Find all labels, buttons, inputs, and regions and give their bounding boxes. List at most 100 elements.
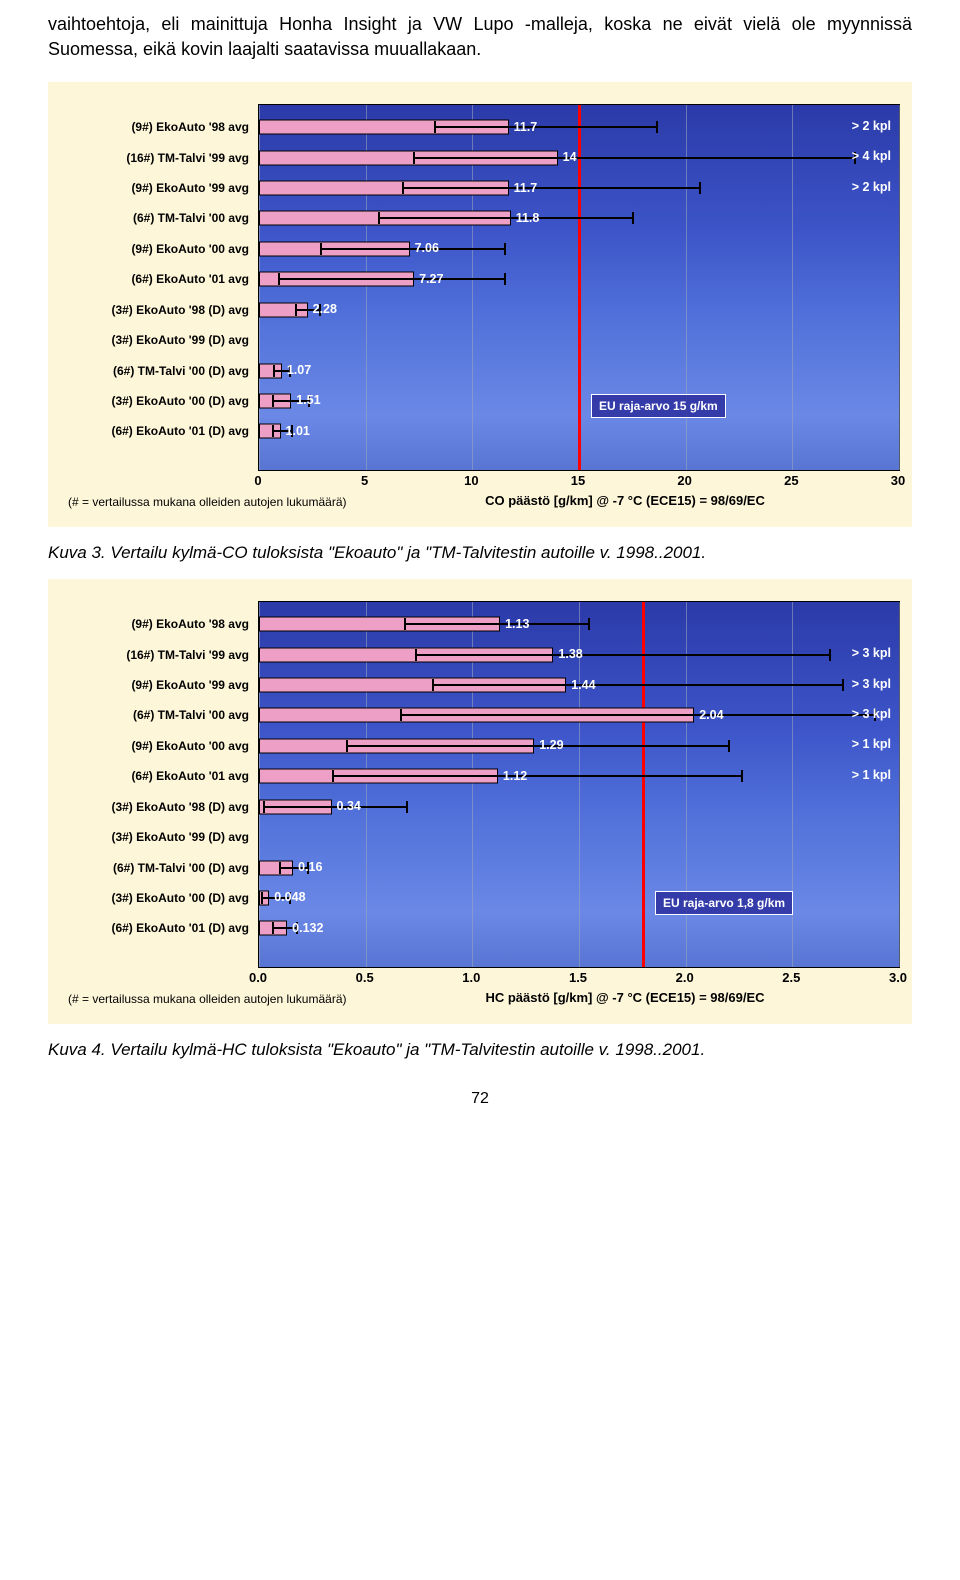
plot-area: EU raja-arvo 15 g/km (9#) EkoAuto '98 avg… <box>258 104 900 471</box>
x-tick: 15 <box>571 473 585 488</box>
row-label: (16#) TM-Talvi '99 avg <box>59 151 259 165</box>
data-row: (6#) EkoAuto '01 (D) avg0.132 <box>259 928 899 929</box>
value-label: 7.27 <box>419 272 443 286</box>
overflow-note: > 4 kpl <box>852 149 891 163</box>
gridline <box>792 105 793 470</box>
data-row: (9#) EkoAuto '00 avg1.29> 1 kpl <box>259 745 899 746</box>
value-label: 1.44 <box>571 678 595 692</box>
x-tick: 0 <box>254 473 261 488</box>
row-label: (9#) EkoAuto '98 avg <box>59 617 259 631</box>
data-row: (9#) EkoAuto '99 avg11.7> 2 kpl <box>259 188 899 189</box>
limit-label: EU raja-arvo 1,8 g/km <box>655 891 793 915</box>
row-label: (9#) EkoAuto '00 avg <box>59 739 259 753</box>
data-row: (6#) TM-Talvi '00 avg11.8 <box>259 218 899 219</box>
row-label: (3#) EkoAuto '99 (D) avg <box>59 830 259 844</box>
row-label: (3#) EkoAuto '00 (D) avg <box>59 394 259 408</box>
error-bar <box>404 623 590 625</box>
gridline <box>899 602 900 967</box>
limit-line <box>642 602 645 967</box>
value-label: 1.51 <box>296 393 320 407</box>
x-tick: 25 <box>784 473 798 488</box>
data-row: (3#) EkoAuto '99 (D) avg <box>259 837 899 838</box>
row-label: (9#) EkoAuto '99 avg <box>59 678 259 692</box>
row-label: (3#) EkoAuto '98 (D) avg <box>59 303 259 317</box>
co-chart: EU raja-arvo 15 g/km (9#) EkoAuto '98 avg… <box>48 82 912 527</box>
value-label: 2.04 <box>699 708 723 722</box>
error-bar <box>278 278 506 280</box>
x-tick: 20 <box>677 473 691 488</box>
data-row: (9#) EkoAuto '98 avg1.13 <box>259 624 899 625</box>
data-row: (6#) TM-Talvi '00 avg2.04> 3 kpl <box>259 715 899 716</box>
limit-label: EU raja-arvo 15 g/km <box>591 394 726 418</box>
x-tick: 0.0 <box>249 970 267 985</box>
row-label: (6#) TM-Talvi '00 (D) avg <box>59 861 259 875</box>
value-label: 11.7 <box>514 181 538 195</box>
data-row: (9#) EkoAuto '98 avg11.7> 2 kpl <box>259 127 899 128</box>
x-tick: 5 <box>361 473 368 488</box>
data-row: (3#) EkoAuto '00 (D) avg1.51 <box>259 400 899 401</box>
error-bar <box>402 187 701 189</box>
value-label: 1.38 <box>558 647 582 661</box>
data-row: (16#) TM-Talvi '99 avg1.38> 3 kpl <box>259 654 899 655</box>
error-bar <box>320 248 506 250</box>
caption-2: Kuva 4. Vertailu kylmä-HC tuloksista "Ek… <box>48 1040 912 1060</box>
row-label: (3#) EkoAuto '99 (D) avg <box>59 333 259 347</box>
data-row: (3#) EkoAuto '00 (D) avg0.048 <box>259 897 899 898</box>
overflow-note: > 3 kpl <box>852 677 891 691</box>
data-row: (16#) TM-Talvi '99 avg14> 4 kpl <box>259 157 899 158</box>
error-bar <box>378 217 634 219</box>
overflow-note: > 2 kpl <box>852 180 891 194</box>
value-label: 1.01 <box>286 424 310 438</box>
caption-1: Kuva 3. Vertailu kylmä-CO tuloksista "Ek… <box>48 543 912 563</box>
value-label: 2.28 <box>313 302 337 316</box>
x-tick: 30 <box>891 473 905 488</box>
value-label: 0.132 <box>292 921 323 935</box>
row-label: (3#) EkoAuto '00 (D) avg <box>59 891 259 905</box>
plot-area: EU raja-arvo 1,8 g/km (9#) EkoAuto '98 av… <box>258 601 900 968</box>
row-label: (9#) EkoAuto '98 avg <box>59 120 259 134</box>
data-row: (3#) EkoAuto '98 (D) avg2.28 <box>259 309 899 310</box>
x-tick: 10 <box>464 473 478 488</box>
row-label: (6#) EkoAuto '01 avg <box>59 272 259 286</box>
row-label: (9#) EkoAuto '00 avg <box>59 242 259 256</box>
gridline <box>899 105 900 470</box>
x-tick: 2.0 <box>676 970 694 985</box>
data-row: (6#) EkoAuto '01 (D) avg1.01 <box>259 431 899 432</box>
data-row: (6#) EkoAuto '01 avg7.27 <box>259 279 899 280</box>
value-label: 14 <box>563 150 577 164</box>
x-tick: 3.0 <box>889 970 907 985</box>
x-tick: 0.5 <box>356 970 374 985</box>
error-bar <box>400 714 876 716</box>
x-tick: 2.5 <box>782 970 800 985</box>
overflow-note: > 2 kpl <box>852 119 891 133</box>
x-axis: 0.00.51.01.52.02.53.0 <box>258 968 898 990</box>
data-row: (6#) TM-Talvi '00 (D) avg0.16 <box>259 867 899 868</box>
row-label: (3#) EkoAuto '98 (D) avg <box>59 800 259 814</box>
footer-note: (# = vertailussa mukana olleiden autojen… <box>68 992 358 1006</box>
error-bar <box>332 775 744 777</box>
data-row: (9#) EkoAuto '99 avg1.44> 3 kpl <box>259 685 899 686</box>
row-label: (6#) EkoAuto '01 (D) avg <box>59 921 259 935</box>
error-bar <box>434 126 658 128</box>
x-axis: 051015202530 <box>258 471 898 493</box>
hc-chart: EU raja-arvo 1,8 g/km (9#) EkoAuto '98 av… <box>48 579 912 1024</box>
x-axis-title: HC päästö [g/km] @ -7 °C (ECE15) = 98/69… <box>358 990 892 1005</box>
value-label: 1.07 <box>287 363 311 377</box>
row-label: (16#) TM-Talvi '99 avg <box>59 648 259 662</box>
row-label: (6#) TM-Talvi '00 avg <box>59 708 259 722</box>
error-bar <box>415 654 831 656</box>
data-row: (3#) EkoAuto '99 (D) avg <box>259 340 899 341</box>
overflow-note: > 1 kpl <box>852 768 891 782</box>
data-row: (6#) TM-Talvi '00 (D) avg1.07 <box>259 370 899 371</box>
value-label: 1.13 <box>505 617 529 631</box>
value-label: 1.12 <box>503 769 527 783</box>
footer-note: (# = vertailussa mukana olleiden autojen… <box>68 495 358 509</box>
row-label: (9#) EkoAuto '99 avg <box>59 181 259 195</box>
intro-paragraph: vaihtoehtoja, eli mainittuja Honha Insig… <box>0 0 960 66</box>
row-label: (6#) TM-Talvi '00 (D) avg <box>59 364 259 378</box>
error-bar <box>413 157 857 159</box>
error-bar <box>432 684 844 686</box>
value-label: 7.06 <box>415 241 439 255</box>
overflow-note: > 1 kpl <box>852 737 891 751</box>
row-label: (6#) EkoAuto '01 (D) avg <box>59 424 259 438</box>
